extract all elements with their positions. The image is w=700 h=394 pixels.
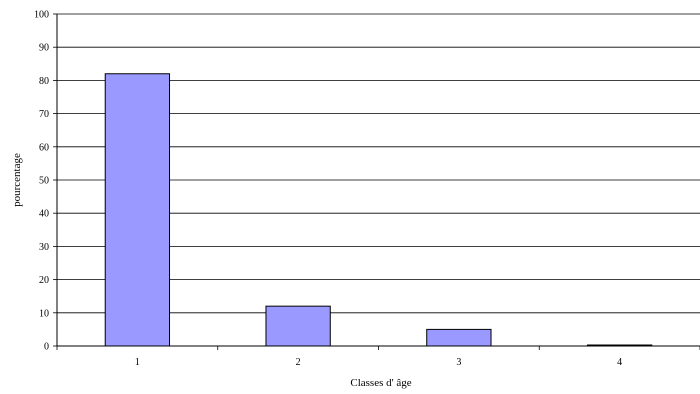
bar-2: [265, 305, 331, 347]
x-tick-label: 3: [456, 357, 461, 368]
bar-1: [104, 73, 171, 347]
bar-3: [426, 328, 492, 347]
bars: [104, 73, 653, 347]
y-tick-label: 10: [39, 308, 49, 319]
x-tick-label: 2: [296, 357, 301, 368]
x-tick-label: 4: [617, 357, 622, 368]
y-tick-label: 80: [39, 76, 49, 87]
x-tick-labels: 1 2 3 4: [135, 357, 622, 368]
y-tick-label: 100: [34, 10, 49, 21]
axes: [53, 13, 700, 350]
y-tick-label: 50: [39, 176, 49, 187]
y-tick-label: 20: [39, 275, 49, 286]
y-tick-label: 90: [39, 43, 49, 54]
y-tick-label: 70: [39, 109, 49, 120]
y-tick-label: 40: [39, 209, 49, 220]
y-axis-title: pourcentage: [11, 153, 23, 207]
x-axis-title: Classes d' âge: [350, 377, 411, 389]
y-tick-label: 60: [39, 142, 49, 153]
y-tick-label: 30: [39, 242, 49, 253]
y-tick-labels: 0 10 20 30 40 50 60 70 80 90 100: [34, 10, 49, 353]
x-tick-label: 1: [135, 357, 140, 368]
y-tick-label: 0: [44, 342, 49, 353]
